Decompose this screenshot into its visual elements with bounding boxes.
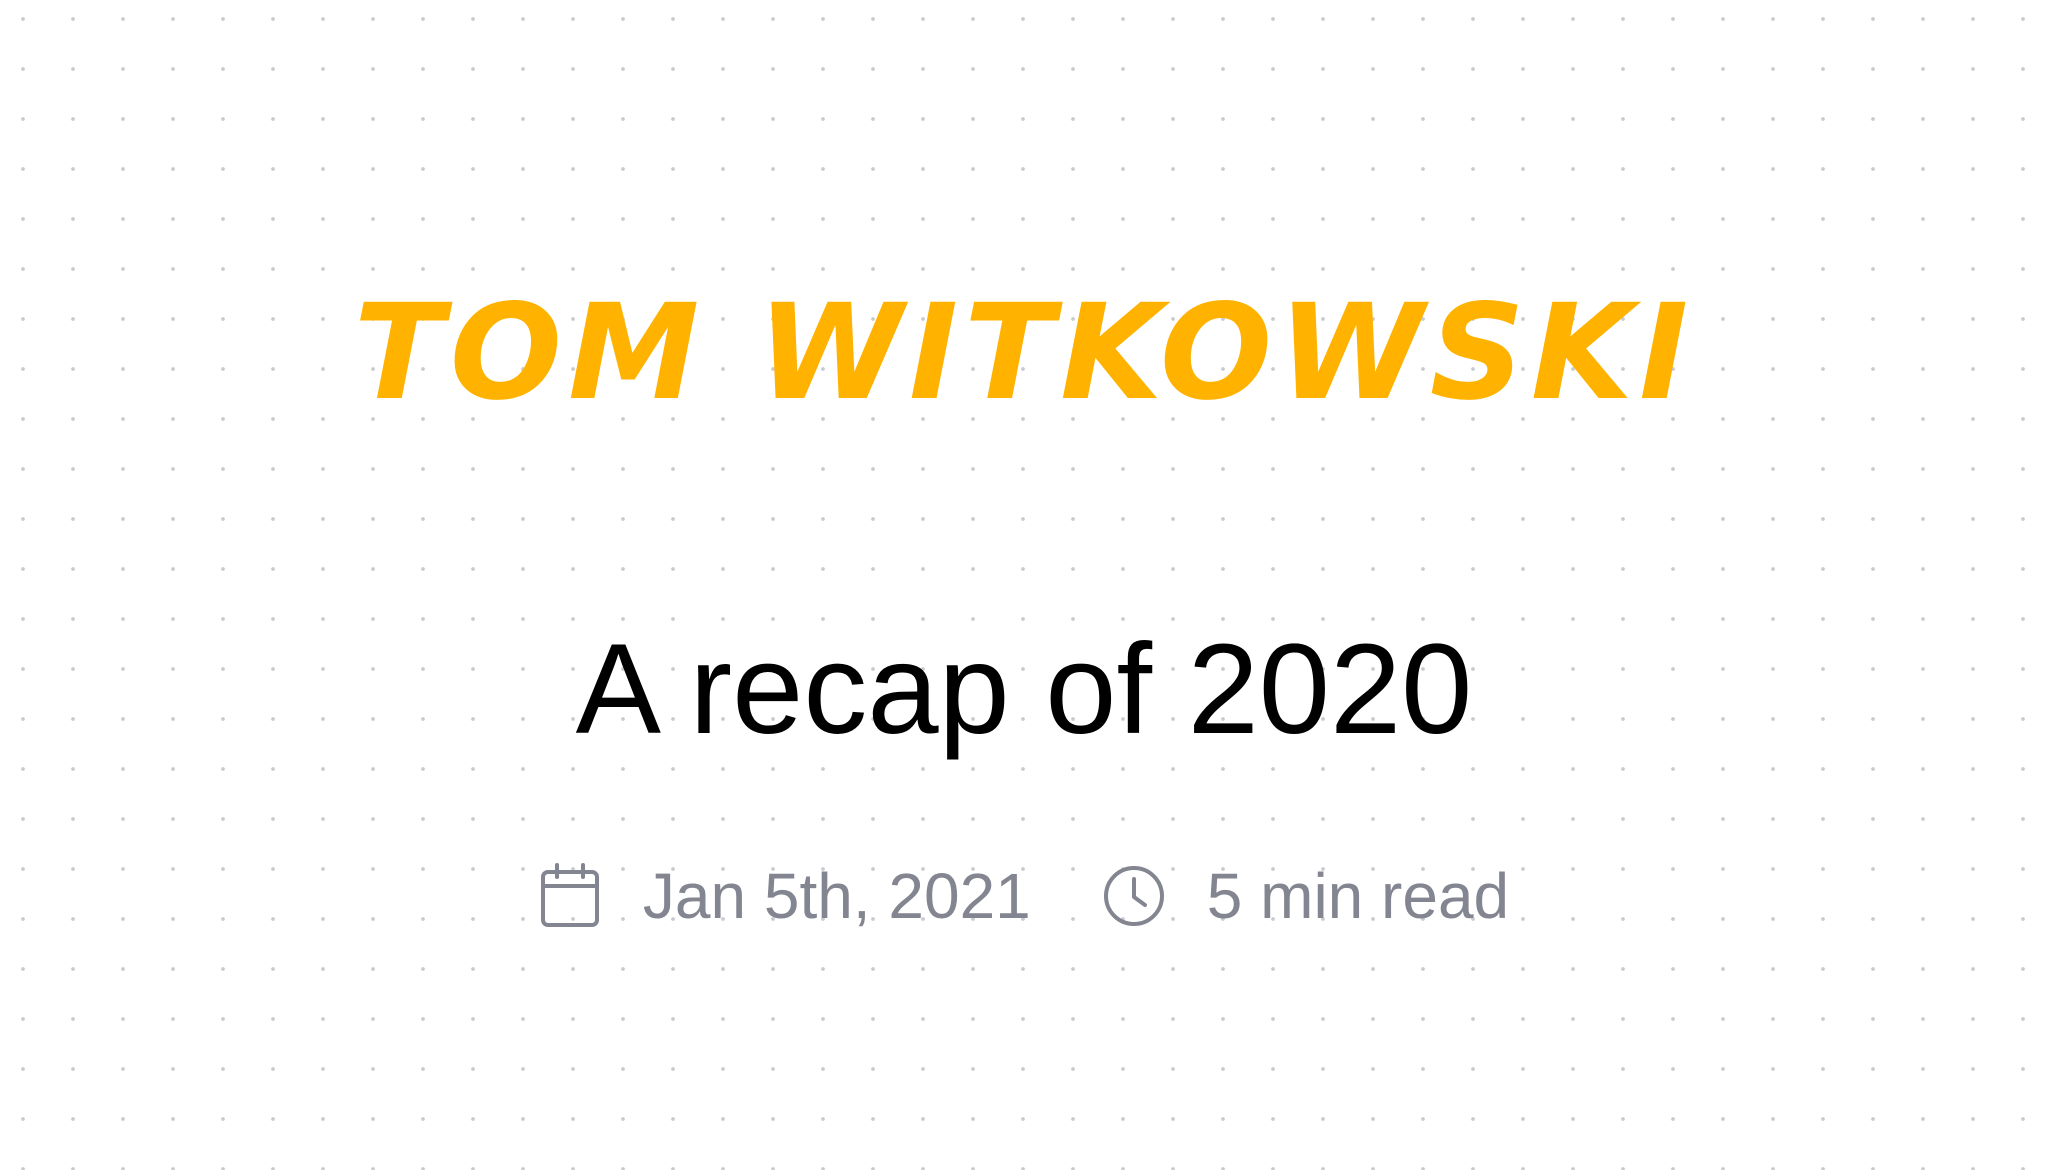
post-title: A recap of 2020 <box>575 618 1473 761</box>
post-meta: Jan 5th, 2021 5 min read <box>0 858 2048 934</box>
author-wordmark[interactable]: TOM WITKOWSKI <box>0 270 2048 440</box>
clock-icon <box>1103 866 1164 926</box>
publish-date: Jan 5th, 2021 <box>539 859 1031 933</box>
publish-date-text: Jan 5th, 2021 <box>642 860 1031 932</box>
author-wordmark-graphic: TOM WITKOWSKI <box>354 276 1694 430</box>
calendar-icon <box>540 863 599 927</box>
author-name: TOM WITKOWSKI <box>354 276 1694 430</box>
read-time: 5 min read <box>1103 859 1509 933</box>
read-time-text: 5 min read <box>1206 860 1510 932</box>
